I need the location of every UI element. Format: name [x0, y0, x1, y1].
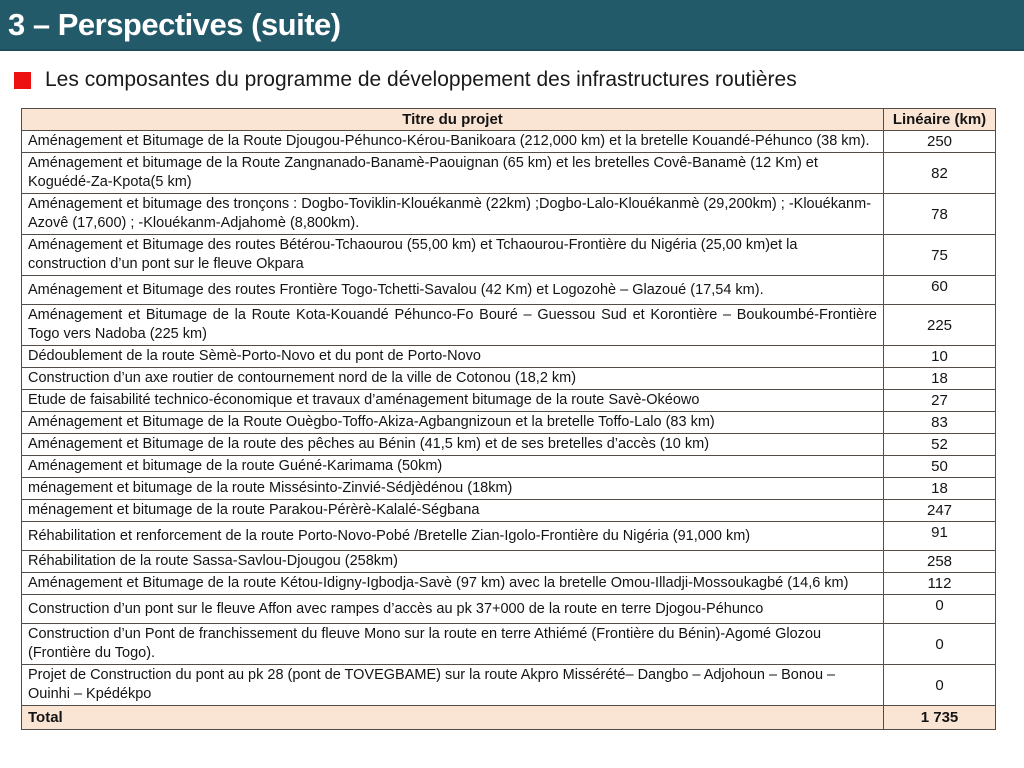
table-row: Aménagement et bitumage des tronçons : D…: [21, 193, 996, 235]
table-row: Aménagement et Bitumage de la Route Djou…: [21, 130, 996, 153]
table-row: Réhabilitation de la route Sassa-Savlou-…: [21, 550, 996, 573]
project-title-cell: Aménagement et Bitumage de la route des …: [21, 433, 884, 456]
lineaire-value-cell: 50: [883, 455, 996, 478]
lineaire-value-cell: 60: [883, 275, 996, 305]
lineaire-value-cell: 75: [883, 234, 996, 276]
lineaire-value-cell: 52: [883, 433, 996, 456]
project-title-cell: Aménagement et Bitumage de la Route Ouèg…: [21, 411, 884, 434]
lineaire-value-cell: 0: [883, 623, 996, 665]
table-row: Construction d’un pont sur le fleuve Aff…: [21, 594, 996, 624]
project-title-cell: Aménagement et Bitumage des routes Front…: [21, 275, 884, 305]
column-header-titre-du-projet: Titre du projet: [21, 108, 884, 131]
project-title-cell: Projet de Construction du pont au pk 28 …: [21, 664, 884, 706]
project-title-cell: Aménagement et Bitumage des routes Bétér…: [21, 234, 884, 276]
lineaire-value-cell: 258: [883, 550, 996, 573]
slide-title: 3 – Perspectives (suite): [8, 6, 341, 42]
bullet-line: Les composantes du programme de développ…: [14, 65, 1024, 95]
project-title-cell: Etude de faisabilité technico-économique…: [21, 389, 884, 412]
lineaire-value-cell: 78: [883, 193, 996, 235]
table-row: Aménagement et Bitumage des routes Front…: [21, 275, 996, 305]
table-row: Projet de Construction du pont au pk 28 …: [21, 664, 996, 706]
lineaire-value-cell: 250: [883, 130, 996, 153]
table-row: Construction d’un Pont de franchissement…: [21, 623, 996, 665]
lineaire-value-cell: 112: [883, 572, 996, 595]
table-row: ménagement et bitumage de la route Missé…: [21, 477, 996, 500]
slide-title-band: 3 – Perspectives (suite): [0, 0, 1024, 51]
project-title-cell: Aménagement et bitumage de la Route Zang…: [21, 152, 884, 194]
total-label: Total: [21, 705, 884, 730]
project-title-cell: ménagement et bitumage de la route Parak…: [21, 499, 884, 522]
column-header-lineaire-km: Linéaire (km): [883, 108, 996, 131]
table-row: Etude de faisabilité technico-économique…: [21, 389, 996, 412]
project-title-cell: Aménagement et Bitumage de la Route Djou…: [21, 130, 884, 153]
table-row: Aménagement et Bitumage de la Route Kota…: [21, 304, 996, 346]
lineaire-value-cell: 0: [883, 594, 996, 624]
lineaire-value-cell: 83: [883, 411, 996, 434]
table-body: Aménagement et Bitumage de la Route Djou…: [21, 130, 996, 706]
lineaire-value-cell: 91: [883, 521, 996, 551]
project-title-cell: Aménagement et bitumage des tronçons : D…: [21, 193, 884, 235]
bullet-square-icon: [14, 71, 31, 89]
project-title-cell: Aménagement et Bitumage de la route Kéto…: [21, 572, 884, 595]
lineaire-value-cell: 0: [883, 664, 996, 706]
table-row: Réhabilitation et renforcement de la rou…: [21, 521, 996, 551]
project-title-cell: Construction d’un Pont de franchissement…: [21, 623, 884, 665]
table-row: Aménagement et bitumage de la Route Zang…: [21, 152, 996, 194]
project-title-cell: Dédoublement de la route Sèmè-Porto-Novo…: [21, 345, 884, 368]
project-title-cell: Aménagement et bitumage de la route Guén…: [21, 455, 884, 478]
table-row: Construction d’un axe routier de contour…: [21, 367, 996, 390]
table-row: ménagement et bitumage de la route Parak…: [21, 499, 996, 522]
project-title-cell: Réhabilitation et renforcement de la rou…: [21, 521, 884, 551]
lineaire-value-cell: 225: [883, 304, 996, 346]
project-title-cell: Construction d’un axe routier de contour…: [21, 367, 884, 390]
table-row: Aménagement et Bitumage des routes Bétér…: [21, 234, 996, 276]
total-row: Total 1 735: [21, 705, 996, 730]
bullet-text: Les composantes du programme de développ…: [45, 68, 797, 91]
table-row: Aménagement et Bitumage de la Route Ouèg…: [21, 411, 996, 434]
project-title-cell: Réhabilitation de la route Sassa-Savlou-…: [21, 550, 884, 573]
table-row: Aménagement et Bitumage de la route des …: [21, 433, 996, 456]
lineaire-value-cell: 247: [883, 499, 996, 522]
project-title-cell: ménagement et bitumage de la route Missé…: [21, 477, 884, 500]
project-title-cell: Aménagement et Bitumage de la Route Kota…: [21, 304, 884, 346]
table-row: Aménagement et Bitumage de la route Kéto…: [21, 572, 996, 595]
lineaire-value-cell: 10: [883, 345, 996, 368]
project-title-cell: Construction d’un pont sur le fleuve Aff…: [21, 594, 884, 624]
projects-table: Titre du projet Linéaire (km) Aménagemen…: [21, 108, 996, 730]
lineaire-value-cell: 18: [883, 367, 996, 390]
table-row: Aménagement et bitumage de la route Guén…: [21, 455, 996, 478]
lineaire-value-cell: 82: [883, 152, 996, 194]
table-row: Dédoublement de la route Sèmè-Porto-Novo…: [21, 345, 996, 368]
lineaire-value-cell: 18: [883, 477, 996, 500]
table-header-row: Titre du projet Linéaire (km): [21, 108, 996, 131]
total-value: 1 735: [883, 705, 996, 730]
lineaire-value-cell: 27: [883, 389, 996, 412]
